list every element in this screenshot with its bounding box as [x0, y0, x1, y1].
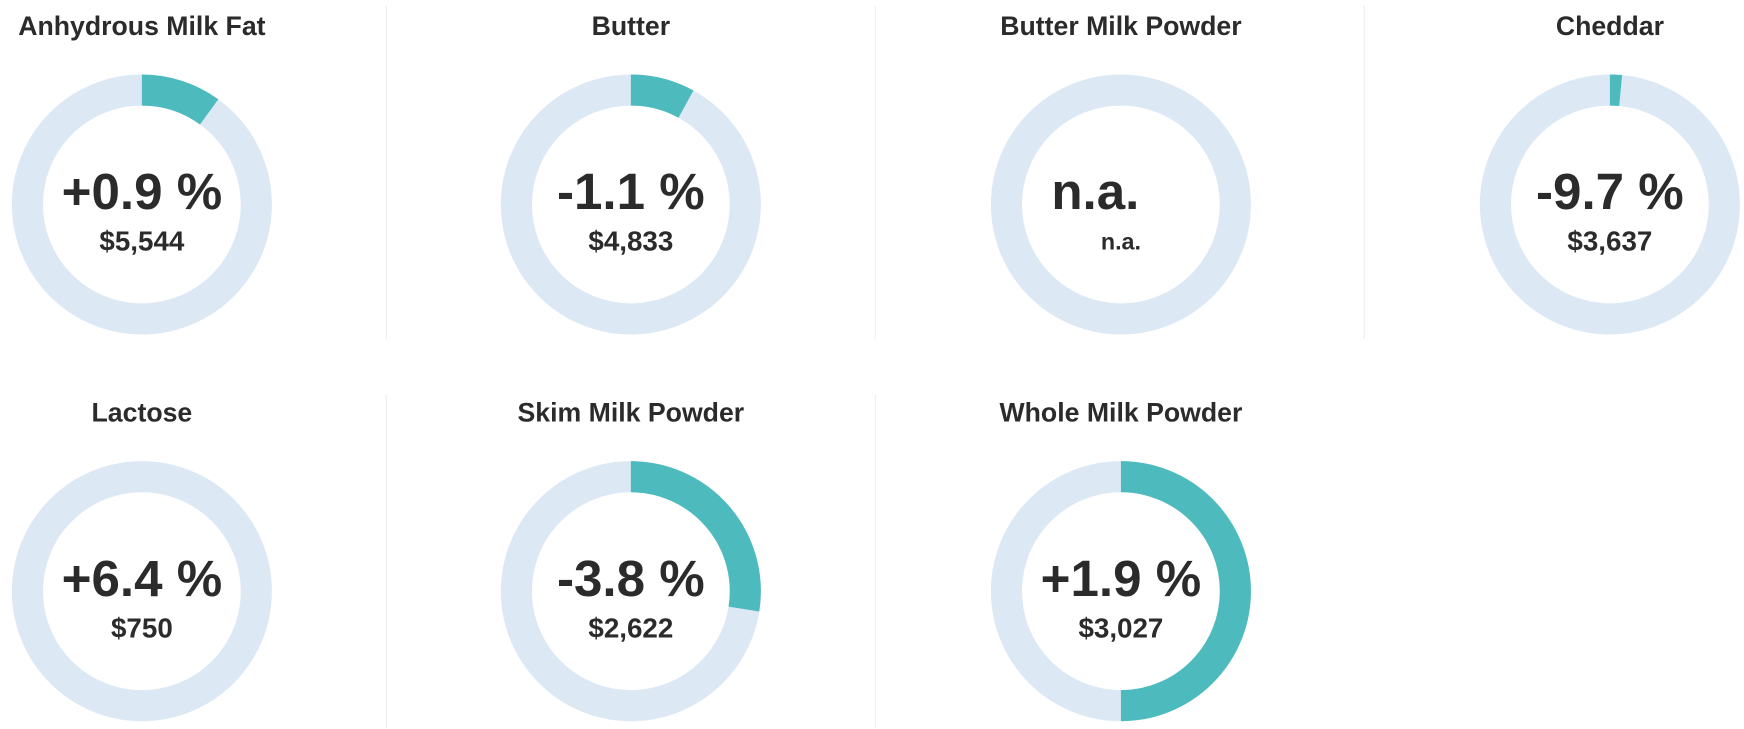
- gauge-arc: [630, 461, 761, 612]
- gauge-card: Butter Milk Powder n.a. n.a.: [990, 11, 1251, 335]
- gauge-card: Whole Milk Powder +1.9 % $3,027: [990, 398, 1251, 722]
- gauge-arc: [141, 74, 219, 125]
- gauge-title: Lactose: [92, 398, 193, 428]
- gauge-arc: [1120, 461, 1251, 722]
- gauge-card: Lactose +6.4 % $750: [11, 398, 272, 722]
- gauge-card: Skim Milk Powder -3.8 % $2,622: [500, 398, 761, 722]
- gauge-title: Whole Milk Powder: [999, 398, 1242, 428]
- gauge-arc: [630, 74, 694, 119]
- price-value: $3,637: [1567, 226, 1652, 257]
- gauge-card: Cheddar -9.7 % $3,637: [1479, 11, 1740, 335]
- change-value: +0.9 %: [62, 163, 223, 220]
- price-value: $3,027: [1078, 612, 1163, 643]
- price-value: n.a.: [1101, 229, 1141, 255]
- price-value: $2,622: [588, 612, 673, 643]
- change-value: -1.1 %: [557, 163, 705, 220]
- dividers: [385, 5, 1365, 728]
- gauge-card: Butter -1.1 % $4,833: [500, 11, 761, 335]
- gauge-track: [990, 74, 1251, 335]
- change-value: +6.4 %: [62, 550, 223, 607]
- gauge-title: Butter: [592, 11, 671, 41]
- change-value: -3.8 %: [557, 550, 705, 607]
- gauge-title: Butter Milk Powder: [1000, 11, 1241, 41]
- gauge-arc: [1609, 74, 1623, 107]
- change-value: +1.9 %: [1041, 550, 1202, 607]
- price-value: $5,544: [99, 226, 184, 257]
- gauge-track: [11, 461, 272, 722]
- change-value: n.a.: [1051, 163, 1139, 220]
- price-value: $4,833: [588, 226, 673, 257]
- price-value: $750: [111, 612, 173, 643]
- change-value: -9.7 %: [1536, 163, 1684, 220]
- gauge-title: Skim Milk Powder: [518, 398, 745, 428]
- gauge-card: Anhydrous Milk Fat +0.9 % $5,544: [11, 11, 272, 335]
- gauge-title: Cheddar: [1556, 11, 1664, 41]
- gauge-title: Anhydrous Milk Fat: [18, 11, 265, 41]
